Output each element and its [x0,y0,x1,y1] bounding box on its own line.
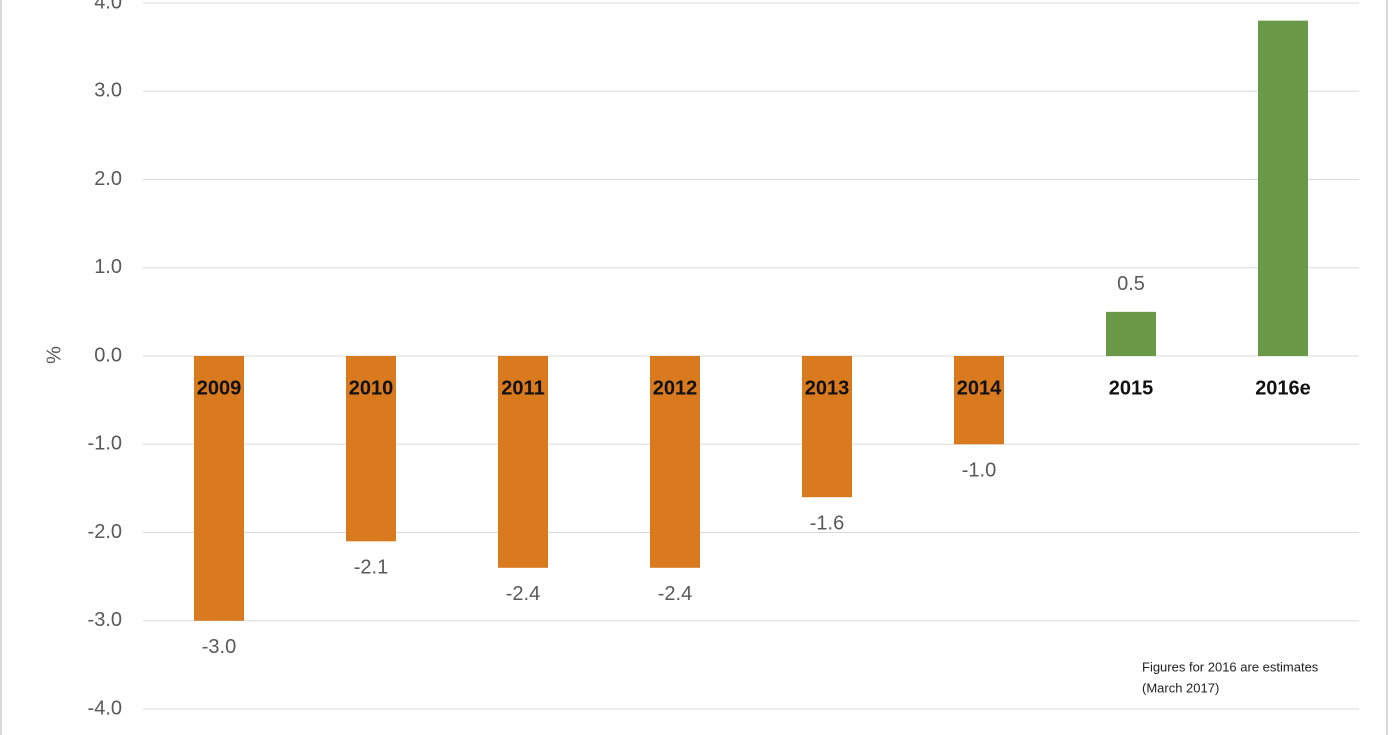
x-tick-label: 2016e [1255,377,1311,399]
y-tick-label: 4.0 [94,0,122,13]
y-tick-label: 0.0 [94,344,122,366]
x-tick-label: 2011 [501,377,544,399]
annotation: Figures for 2016 are estimates [1142,659,1319,674]
bar [194,356,244,621]
x-tick-label: 2012 [653,377,698,399]
bar [954,356,1004,445]
data-label: -2.4 [658,583,692,605]
data-label: -3.0 [202,636,236,658]
y-tick-label: -4.0 [88,697,122,719]
y-tick-label: 1.0 [94,256,122,278]
x-tick-label: 2010 [349,377,394,399]
data-label: -2.1 [354,557,388,579]
bar [1106,311,1156,356]
x-tick-label: 2014 [957,377,1002,399]
bar [1258,20,1308,357]
bar [650,356,700,568]
y-axis-title: % [43,346,65,364]
annotation: (March 2017) [1142,680,1219,695]
bar [802,356,852,498]
x-tick-label: 2009 [197,377,242,399]
data-label: -2.4 [506,583,540,605]
y-tick-label: -1.0 [88,433,122,455]
data-label: 0.5 [1117,273,1145,295]
data-label: -1.0 [962,460,996,482]
bar [498,356,548,568]
y-tick-label: -3.0 [88,609,122,631]
data-label: -1.6 [810,512,844,534]
y-tick-label: 3.0 [94,80,122,102]
x-tick-label: 2013 [805,377,850,399]
bar [346,356,396,542]
x-tick-label: 2015 [1109,377,1154,399]
data-label: 3.8 [1269,0,1297,4]
y-tick-label: -2.0 [88,521,122,543]
y-tick-label: 2.0 [94,168,122,190]
